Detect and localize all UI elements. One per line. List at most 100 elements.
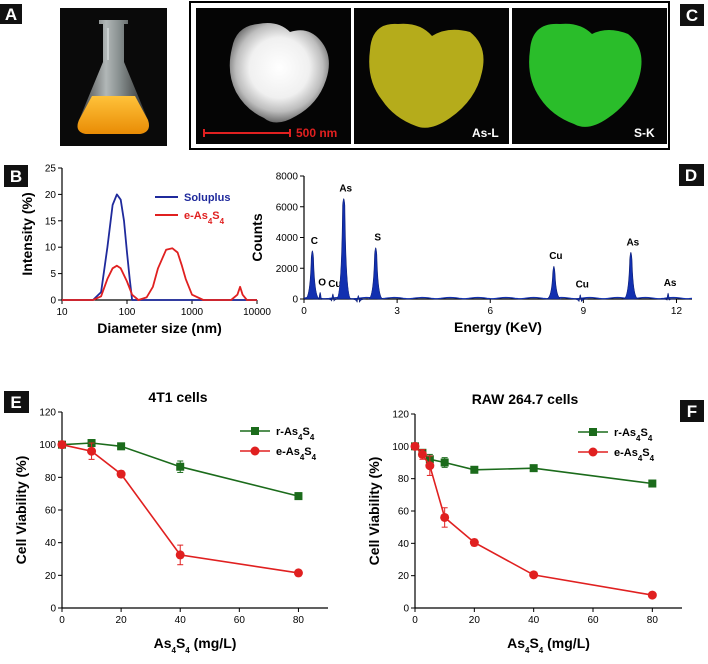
spectrum-peak xyxy=(350,295,366,303)
peak-label: O xyxy=(318,277,326,288)
y-tick-label: 80 xyxy=(45,473,57,484)
data-point xyxy=(410,441,420,451)
flask-liquid xyxy=(77,96,149,134)
peak-label: S xyxy=(374,233,381,244)
data-point xyxy=(529,464,538,473)
y-tick-label: 10 xyxy=(45,243,57,254)
y-tick-label: 8000 xyxy=(276,172,299,183)
y-tick-label: 20 xyxy=(45,571,57,582)
y-tick-label: 0 xyxy=(292,295,298,306)
y-tick-label: 5 xyxy=(50,269,56,280)
chart-f-raw: RAW 264.7 cells 0 20 40 60 80 100 120 0 20 40 60 80 A… xyxy=(366,391,682,655)
y-tick-label: 15 xyxy=(45,216,57,227)
panel-label-a: A xyxy=(5,5,17,24)
data-point xyxy=(647,590,657,600)
x-tick-label: 40 xyxy=(175,615,187,626)
peak-label: Cu xyxy=(576,280,589,291)
panel-label-b-box xyxy=(4,165,28,187)
y-tick-label: 40 xyxy=(398,539,410,550)
panel-label-b: B xyxy=(10,167,22,186)
data-point xyxy=(293,568,303,578)
data-point xyxy=(648,479,657,488)
panel-label-e-box xyxy=(4,391,29,413)
haadf-image: 500 nm xyxy=(196,8,351,144)
x-axis-title: As4S4 (mg/L) xyxy=(154,635,237,655)
y-tick-label: 120 xyxy=(39,408,56,419)
panel-a xyxy=(60,8,167,146)
chart-title: 4T1 cells xyxy=(148,389,207,405)
x-tick-label: 3 xyxy=(394,306,400,317)
peak-label: As xyxy=(626,237,639,248)
scale-bar-label: 500 nm xyxy=(296,126,337,140)
legend-marker xyxy=(588,447,598,457)
legend-marker xyxy=(250,446,260,456)
x-tick-label: 0 xyxy=(412,615,418,626)
as-map-label: As-L xyxy=(472,126,499,140)
legend-marker xyxy=(251,427,259,435)
x-axis-title: As4S4 (mg/L) xyxy=(507,635,590,655)
peak-label: Cu xyxy=(549,251,562,262)
x-tick-label: 60 xyxy=(234,615,246,626)
panel-label-f: F xyxy=(687,402,697,421)
s-map-label: S-K xyxy=(634,126,655,140)
y-tick-label: 120 xyxy=(392,410,409,421)
x-tick-label: 10 xyxy=(56,307,68,318)
y-axis-title: Intensity (%) xyxy=(19,192,35,275)
x-tick-label: 80 xyxy=(647,615,659,626)
x-tick-label: 20 xyxy=(116,615,128,626)
x-tick-label: 6 xyxy=(487,306,493,317)
legend-label: e-As4S4 xyxy=(184,210,225,226)
y-tick-label: 60 xyxy=(45,506,57,517)
legend-marker xyxy=(589,428,597,436)
spectrum-peak xyxy=(546,265,562,300)
data-point xyxy=(117,442,126,451)
data-point xyxy=(469,538,479,548)
chart-title: RAW 264.7 cells xyxy=(472,391,579,407)
x-tick-label: 20 xyxy=(469,615,481,626)
y-tick-label: 40 xyxy=(45,538,57,549)
data-point xyxy=(425,461,435,471)
data-point xyxy=(57,440,67,450)
data-point xyxy=(294,492,303,501)
data-point xyxy=(440,458,449,467)
panel-label-c-box xyxy=(680,4,704,26)
spectrum-peak xyxy=(368,247,384,300)
y-tick-label: 0 xyxy=(50,296,56,307)
legend-label: e-As4S4 xyxy=(614,447,655,463)
panel-c-frame xyxy=(189,1,670,150)
spectrum-peak xyxy=(304,250,320,300)
y-tick-label: 0 xyxy=(403,604,409,615)
x-tick-label: 10000 xyxy=(243,307,271,318)
series-line xyxy=(62,193,257,301)
y-tick-label: 60 xyxy=(398,507,410,518)
peak-label: As xyxy=(339,184,352,195)
y-axis-title: Cell Viability (%) xyxy=(13,456,29,565)
as-map-image: As-L xyxy=(354,8,509,144)
series-line xyxy=(62,247,257,301)
y-tick-label: 100 xyxy=(392,442,409,453)
s-map-image: S-K xyxy=(512,8,667,144)
spectrum-peak xyxy=(335,198,352,300)
chart-b-dls: 0 5 10 15 20 25 10 100 1000 10000 Diameter size (n… xyxy=(19,164,271,337)
x-tick-label: 100 xyxy=(119,307,136,318)
peak-label: Cu xyxy=(328,279,341,290)
peak-label: C xyxy=(311,236,318,247)
peak-label: As xyxy=(664,278,677,289)
y-tick-label: 20 xyxy=(45,190,57,201)
y-tick-label: 80 xyxy=(398,474,410,485)
y-tick-label: 0 xyxy=(50,604,56,615)
y-tick-label: 25 xyxy=(45,164,57,175)
y-axis-title: Counts xyxy=(249,213,265,261)
panel-label-e: E xyxy=(10,393,21,412)
panel-label-d: D xyxy=(685,166,697,185)
x-tick-label: 0 xyxy=(301,306,307,317)
spectrum-peak xyxy=(572,294,588,302)
chart-d-eds: 0 2000 4000 6000 8000 0 3 6 9 12 Energy (KeV) Count… xyxy=(249,172,693,335)
spectrum-peak xyxy=(312,292,328,300)
data-point xyxy=(417,449,427,459)
y-tick-label: 100 xyxy=(39,440,56,451)
x-tick-label: 60 xyxy=(587,615,599,626)
legend-label: r-As4S4 xyxy=(614,427,653,443)
